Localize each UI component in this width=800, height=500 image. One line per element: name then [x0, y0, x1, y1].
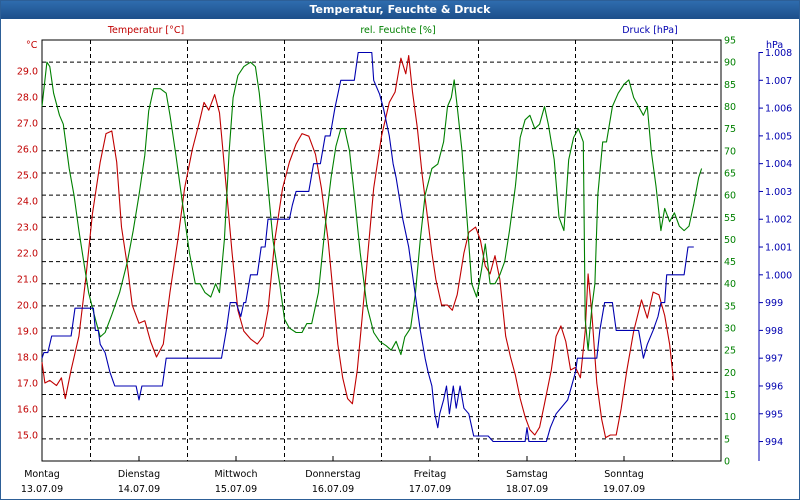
pressure-tick-label: 996 [765, 381, 783, 392]
humidity-tick-label: 40 [724, 279, 736, 290]
pressure-tick-label: 994 [765, 437, 783, 448]
temperature-axis-title: Temperatur [°C] [107, 25, 184, 36]
humidity-tick-label: 80 [724, 102, 736, 113]
humidity-tick-label: 65 [724, 168, 736, 179]
x-day-label: Sonntag [604, 469, 643, 480]
temperature-tick-label: 17.0 [17, 379, 38, 390]
humidity-axis-title: rel. Feuchte [%] [360, 25, 435, 36]
temperature-tick-label: 23.0 [17, 223, 38, 234]
humidity-tick-label: 45 [724, 257, 736, 268]
humidity-tick-label: 75 [724, 124, 736, 135]
pressure-tick-label: 997 [765, 354, 783, 365]
grid-lines [42, 40, 721, 461]
pressure-tick-label: 1.000 [765, 270, 792, 281]
x-day-label: Montag [24, 469, 60, 480]
temperature-tick-label: 27.0 [17, 119, 38, 130]
pressure-tick-label: 995 [765, 409, 783, 420]
x-day-label: Freitag [414, 469, 447, 480]
humidity-tick-label: 10 [724, 412, 736, 423]
temperature-tick-label: 25.0 [17, 171, 38, 182]
pressure-tick-label: 998 [765, 326, 783, 337]
x-date-label: 17.07.09 [409, 484, 451, 495]
temperature-tick-label: 19.0 [17, 327, 38, 338]
pressure-tick-label: 1.003 [765, 187, 792, 198]
humidity-tick-label: 70 [724, 146, 736, 157]
humidity-tick-label: 95 [724, 36, 736, 47]
pressure-tick-label: 1.008 [765, 48, 792, 59]
humidity-tick-label: 0 [724, 457, 730, 468]
plot-frame [41, 39, 722, 462]
humidity-tick-label: 90 [724, 58, 736, 69]
pressure-axis-title: Druck [hPa] [622, 25, 678, 36]
temperature-tick-label: 15.0 [17, 431, 38, 442]
axis-ticks: 15.0 16.0 17.0 18.0 19.0 20.0 21.0 22.0 23.0 24.0… [17, 25, 792, 495]
pressure-tick-label: 999 [765, 298, 783, 309]
pressure-tick-label: 1.007 [765, 76, 792, 87]
temperature-tick-label: 28.0 [17, 93, 38, 104]
temperature-tick-label: 20.0 [17, 301, 38, 312]
temperature-tick-label: 29.0 [17, 67, 38, 78]
x-date-label: 15.07.09 [215, 484, 257, 495]
temperature-tick-label: 26.0 [17, 145, 38, 156]
series-lines [41, 51, 703, 443]
pressure-tick-label: 1.006 [765, 104, 792, 115]
pressure-tick-label: 1.004 [765, 159, 792, 170]
x-day-label: Mittwoch [214, 469, 257, 480]
humidity-tick-label: 25 [724, 346, 736, 357]
pressure-series-line [41, 51, 694, 443]
humidity-tick-label: 15 [724, 390, 736, 401]
x-day-label: Donnerstag [305, 469, 360, 480]
humidity-series-line [41, 61, 703, 356]
x-day-label: Dienstag [118, 469, 160, 480]
x-date-label: 19.07.09 [603, 484, 645, 495]
x-date-label: 18.07.09 [506, 484, 548, 495]
temperature-tick-label: 16.0 [17, 405, 38, 416]
humidity-tick-label: 50 [724, 235, 736, 246]
window-title: Temperatur, Feuchte & Druck [1, 1, 799, 19]
x-date-label: 14.07.09 [118, 484, 160, 495]
pressure-unit-label: hPa [766, 40, 783, 51]
temperature-series-line [41, 55, 675, 439]
temperature-tick-label: 18.0 [17, 353, 38, 364]
humidity-tick-label: 30 [724, 324, 736, 335]
x-date-label: 13.07.09 [21, 484, 63, 495]
humidity-tick-label: 85 [724, 80, 736, 91]
x-day-label: Samstag [506, 469, 548, 480]
humidity-tick-label: 60 [724, 191, 736, 202]
humidity-tick-label: 35 [724, 301, 736, 312]
pressure-tick-label: 1.001 [765, 243, 792, 254]
temperature-tick-label: 24.0 [17, 197, 38, 208]
pressure-tick-label: 1.005 [765, 131, 792, 142]
humidity-tick-label: 5 [724, 434, 730, 445]
x-date-label: 16.07.09 [312, 484, 354, 495]
pressure-tick-label: 1.002 [765, 215, 792, 226]
humidity-tick-label: 20 [724, 368, 736, 379]
temperature-tick-label: 22.0 [17, 249, 38, 260]
temperature-tick-label: 21.0 [17, 275, 38, 286]
temperature-unit-label: °C [26, 40, 38, 51]
humidity-tick-label: 55 [724, 213, 736, 224]
